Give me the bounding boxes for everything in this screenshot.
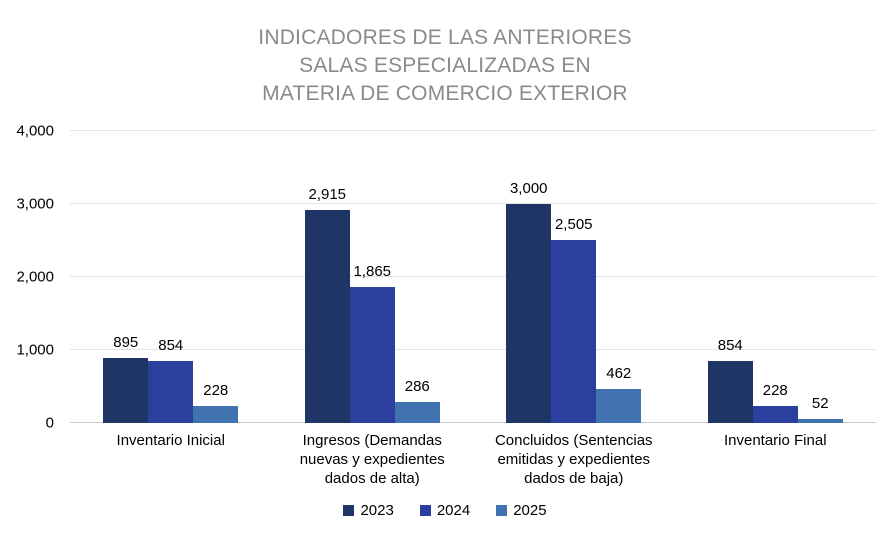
- y-tick-label: 2,000: [16, 268, 54, 286]
- value-label: 854: [158, 337, 184, 354]
- category-label: Inventario Final: [723, 432, 827, 449]
- value-label: 52: [811, 395, 829, 412]
- y-tick-label: 0: [45, 414, 54, 432]
- x-axis-labels: Inventario Inicial Ingresos (Demandas nue…: [70, 431, 876, 488]
- chart-title: INDICADORES DE LAS ANTERIORES SALAS ESPE…: [258, 26, 632, 105]
- bar-with-label: 2,505: [551, 216, 597, 423]
- y-tick-label: 1,000: [16, 341, 54, 359]
- bar-2025: [394, 402, 440, 423]
- bar-with-label: 286: [394, 378, 440, 423]
- bar-2025: [596, 389, 642, 423]
- bar-with-label: 462: [596, 365, 642, 423]
- category-label: Concluidos (Sentencias emitidas y expedi…: [494, 432, 653, 487]
- grid-line: [70, 276, 876, 277]
- y-tick-label: 3,000: [16, 195, 54, 213]
- legend-item: 2024: [419, 502, 471, 519]
- bars-row: 3,000 2,505 462: [473, 180, 675, 423]
- category-group: 2,915 1,865 286: [272, 131, 474, 423]
- value-label: 3,000: [509, 180, 548, 197]
- bar-with-label: 52: [797, 395, 843, 423]
- value-label: 228: [762, 382, 788, 399]
- bars-row: 2,915 1,865 286: [272, 186, 474, 423]
- grid-line: [70, 130, 876, 131]
- legend-item: 2023: [343, 502, 394, 519]
- value-label: 854: [717, 337, 743, 354]
- value-label: 2,915: [308, 186, 347, 203]
- bar-2023: [103, 358, 149, 423]
- legend-label: 2025: [513, 502, 547, 519]
- bar-2024: [349, 287, 395, 423]
- bars-row: 895 854 228: [70, 334, 272, 423]
- bar-2023: [304, 210, 350, 423]
- bar-with-label: 854: [707, 337, 753, 423]
- category-label: Inventario Inicial: [116, 432, 225, 449]
- legend-label: 2024: [436, 502, 471, 519]
- category-label: Ingresos (Demandas nuevas y expedientes …: [299, 432, 445, 487]
- legend-swatch: [496, 505, 508, 516]
- bar-with-label: 228: [193, 382, 239, 423]
- category-group: 895 854 228: [70, 131, 272, 423]
- category-group: 854 228 52: [675, 131, 877, 423]
- bar-with-label: 895: [103, 334, 149, 423]
- bar-with-label: 3,000: [506, 180, 552, 423]
- category-group: 3,000 2,505 462: [473, 131, 675, 423]
- legend-swatch: [419, 505, 431, 516]
- grid-line: [70, 349, 876, 350]
- bar-2023: [506, 204, 552, 423]
- value-label: 1,865: [353, 263, 392, 280]
- bar-2025: [193, 406, 239, 423]
- value-label: 462: [606, 365, 632, 382]
- bar-with-label: 228: [752, 382, 798, 423]
- value-label: 895: [113, 334, 139, 351]
- value-label: 2,505: [554, 216, 593, 233]
- legend: 2023 2024 2025: [0, 502, 890, 519]
- bar-with-label: 854: [148, 337, 194, 423]
- bar-2024: [551, 240, 597, 423]
- bar-2024: [148, 361, 194, 423]
- legend-label: 2023: [360, 502, 394, 519]
- y-tick-label: 4,000: [16, 122, 54, 140]
- grid-line: [70, 203, 876, 204]
- bar-2023: [707, 361, 753, 423]
- bar-2025: [797, 419, 843, 423]
- value-label: 228: [203, 382, 229, 399]
- bar-with-label: 1,865: [349, 263, 395, 423]
- bars-row: 854 228 52: [675, 337, 877, 423]
- legend-item: 2025: [496, 502, 547, 519]
- value-label: 286: [404, 378, 430, 395]
- legend-swatch: [343, 505, 355, 516]
- baseline: [70, 422, 876, 423]
- bar-2024: [752, 406, 798, 423]
- bar-with-label: 2,915: [304, 186, 350, 423]
- bar-groups: 895 854 228 2,915 1,865 286 3,000 2,505 462 854 22…: [70, 131, 876, 423]
- plot-area: 0 1,000 2,000 3,000 4,000 895 854 228 2,915 1,865…: [16, 123, 876, 432]
